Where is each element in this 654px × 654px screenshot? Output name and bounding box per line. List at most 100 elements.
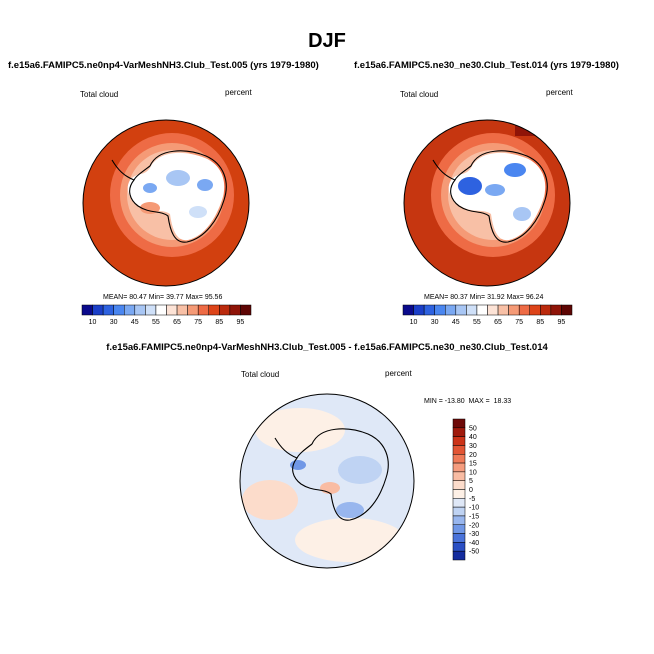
panel3-colorbar-box — [452, 418, 466, 429]
panel3-colorbar-box — [452, 445, 466, 455]
panel3-colorbar-tick-label: -50 — [469, 549, 479, 556]
panel1-max-label: Max= — [185, 294, 203, 301]
panel2-blue-patch-a — [458, 177, 482, 195]
panel2-units-label: percent — [546, 88, 573, 97]
panel1-continent-field — [127, 152, 225, 241]
panel2-colorbar-tick-label: 65 — [494, 319, 502, 326]
panel3-variable-label: Total cloud — [241, 370, 280, 379]
panel3-colorbar-box — [452, 524, 466, 534]
figure-title: DJF — [308, 30, 346, 52]
panel1-colorbar-box — [92, 304, 104, 316]
panel3-colorbar-box — [452, 480, 466, 490]
panel3-positive-region-b — [295, 518, 405, 562]
panel2-mean-label: MEAN= — [424, 294, 449, 301]
panel1-colorbar-tick-label: 65 — [173, 319, 181, 326]
panel3-coastline — [274, 428, 389, 521]
panel1-red-patch — [140, 202, 160, 214]
panel2-colorbar-box — [445, 304, 457, 316]
panel1-min-label: Min= — [148, 294, 165, 301]
panel1-colorbar-box — [229, 304, 241, 316]
panel2-mean: 80.37 — [450, 294, 468, 301]
panel2-colorbar-box — [402, 304, 414, 316]
panel2-colorbar-box — [497, 304, 509, 316]
panel1-colorbar-box — [219, 304, 231, 316]
panel2-colorbar-box — [476, 304, 488, 316]
panel3-colorbar-tick-label: -5 — [469, 496, 475, 503]
panel1-colorbar-tick-label: 85 — [215, 319, 223, 326]
panel3-colorbar-tick-label: -10 — [469, 505, 479, 512]
panel3-colorbar-box — [452, 506, 466, 517]
panel1-colorbar-box — [208, 304, 220, 316]
panel2-colorbar-tick-label: 30 — [431, 319, 439, 326]
panel3-colorbar-tick-label: 40 — [469, 434, 477, 441]
panel3-colorbar-box — [452, 550, 466, 561]
panel3-colorbar-tick-label: 15 — [469, 461, 477, 468]
panel1-colorbar-box — [155, 304, 167, 316]
panel2-colorbar-box — [550, 304, 562, 316]
panel2-colorbar-box — [529, 304, 541, 316]
panel2-frame — [403, 119, 571, 287]
panel1-blue-patch-d — [189, 206, 207, 218]
panel1-min: 39.77 — [166, 294, 184, 301]
panel1-colorbar-box — [240, 304, 252, 316]
panel3-colorbar-tick-label: 5 — [469, 478, 473, 485]
panel2-colorbar-tick-label: 55 — [473, 319, 481, 326]
panel1-max: 95.56 — [204, 294, 223, 301]
panel3-colorbar-box — [452, 542, 466, 552]
panel2-coastline — [432, 150, 548, 243]
panel3-colorbar-box — [452, 462, 466, 473]
panel3-units-label: percent — [385, 369, 412, 378]
panel1-colorbar-tick-label: 45 — [131, 319, 139, 326]
panel1-colorbar-tick-label: 95 — [237, 319, 245, 326]
panel1-colorbar-box — [113, 304, 125, 316]
panel3-frame — [239, 393, 415, 569]
panel3-title: f.e15a6.FAMIPC5.ne0np4-VarMeshNH3.Club_T… — [106, 342, 548, 353]
panel2-colorbar-box — [423, 304, 435, 316]
panel2-colorbar-box — [508, 304, 520, 316]
panel1-colorbar-box — [187, 304, 199, 316]
panel3-colorbar-box — [452, 533, 466, 543]
panel1-map — [82, 119, 250, 287]
panel3-colorbar-box — [452, 436, 466, 446]
panel1-units-label: percent — [225, 88, 252, 97]
panel1-colorbar-box — [197, 304, 209, 316]
panel1-colorbar-tick-label: 55 — [152, 319, 160, 326]
panel1-frame — [82, 119, 250, 287]
panel3-map — [239, 393, 415, 569]
panel3-colorbar-box — [452, 427, 466, 437]
panel3-positive-region-c — [242, 480, 298, 520]
panel2-colorbar-box — [434, 304, 446, 316]
panel2-colorbar-box — [540, 304, 552, 316]
panel2-title: f.e15a6.FAMIPC5.ne30_ne30.Club_Test.014 … — [354, 60, 619, 71]
panel1-colorbar-box — [176, 304, 188, 316]
panel3-stats: MIN = -13.80 MAX = 18.33 — [424, 398, 512, 405]
panel1-colorbar-box — [134, 304, 146, 316]
panel3-colorbar-tick-label: 20 — [469, 452, 477, 459]
panel1-colorbar-box — [124, 304, 136, 316]
panel1-variable-label: Total cloud — [80, 90, 119, 99]
panel1-colorbar: 10 30 45 55 65 75 85 95 — [81, 304, 252, 326]
panel1-colorbar-box — [102, 304, 114, 316]
panel1-blue-patch-c — [143, 183, 157, 193]
panel3-colorbar-box — [452, 471, 466, 481]
panel1-colorbar-tick-label: 75 — [194, 319, 202, 326]
panel2-colorbar-tick-label: 45 — [452, 319, 460, 326]
panel3-colorbar-tick-label: 50 — [469, 425, 477, 432]
panel2-map — [403, 119, 571, 287]
panel3-negative-region-b — [336, 502, 364, 518]
panel3-colorbar-tick-label: -30 — [469, 531, 479, 538]
panel3-colorbar-tick-label: 0 — [469, 487, 473, 494]
panel1-colorbar-box — [145, 304, 157, 316]
panel2-colorbar-box — [518, 304, 530, 316]
panel2-stats: MEAN= 80.37 Min= 31.92 Max= 96.24 — [424, 294, 543, 301]
panel2-colorbar-box — [487, 304, 499, 316]
panel1-colorbar-box — [81, 304, 93, 316]
panel3-colorbar-tick-label: -40 — [469, 540, 479, 547]
panel1-coastline — [111, 150, 227, 243]
panel1-colorbar-box — [166, 304, 178, 316]
panel2-colorbar: 10 30 45 55 65 75 85 95 — [402, 304, 573, 326]
panel2-colorbar-tick-label: 95 — [558, 319, 566, 326]
panel2-blue-patch-d — [513, 207, 531, 221]
panel1-stats: MEAN= 80.47 Min= 39.77 Max= 95.56 — [103, 294, 222, 301]
